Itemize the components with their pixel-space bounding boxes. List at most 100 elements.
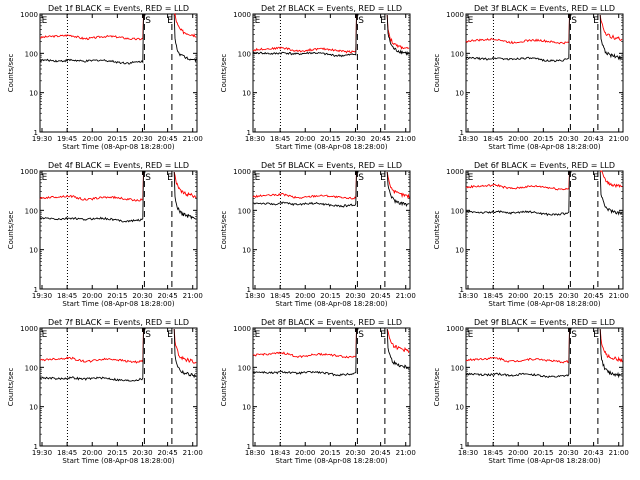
black-events-series-line — [39, 14, 197, 65]
chart-title: Det 4f BLACK = Events, RED = LLD — [48, 161, 189, 170]
chart-title: Det 5f BLACK = Events, RED = LLD — [261, 161, 402, 170]
chart-title: Det 1f BLACK = Events, RED = LLD — [48, 4, 189, 13]
y-tick-label: 1 — [460, 286, 464, 294]
x-axis-label: Start Time (08-Apr-08 18:28:00) — [62, 300, 174, 308]
marker-label: E — [593, 16, 599, 26]
red-lld-series-line — [252, 328, 410, 359]
marker-label: E — [167, 330, 173, 340]
red-lld-series-line — [252, 171, 410, 200]
marker-label: E — [167, 173, 173, 183]
x-tick-label: 20:45 — [158, 135, 178, 143]
x-tick-label: 20:43 — [584, 449, 604, 457]
chart-title: Det 6f BLACK = Events, RED = LLD — [474, 161, 615, 170]
y-tick-label: 100 — [25, 364, 38, 372]
plot-frame — [465, 170, 624, 290]
x-tick-label: 20:00 — [508, 292, 528, 300]
black-events-series-line — [252, 328, 410, 377]
chart-title: Det 3f BLACK = Events, RED = LLD — [474, 4, 615, 13]
chart-title: Det 8f BLACK = Events, RED = LLD — [261, 318, 402, 327]
y-tick-label: 1 — [34, 129, 38, 137]
plot-frame — [252, 13, 411, 133]
y-tick-label: 1000 — [20, 11, 38, 19]
black-events-series-line — [39, 328, 197, 382]
y-tick-label: 1000 — [233, 168, 251, 176]
x-tick-label: 18:30 — [245, 292, 265, 300]
x-axis-label: Start Time (08-Apr-08 18:28:00) — [62, 457, 174, 465]
y-axis-label: Counts/sec — [433, 211, 441, 250]
marker-label: E — [255, 173, 261, 183]
marker-label: E — [380, 173, 386, 183]
x-tick-label: 18:45 — [483, 449, 503, 457]
x-tick-label: 19:30 — [32, 135, 52, 143]
y-tick-label: 1000 — [446, 325, 464, 333]
y-tick-label: 10 — [242, 90, 251, 98]
marker-label: E — [42, 16, 48, 26]
red-lld-series-line — [39, 12, 197, 41]
red-lld-series-line — [465, 170, 623, 191]
x-tick-label: 21:00 — [609, 449, 629, 457]
x-tick-label: 21:00 — [609, 292, 629, 300]
y-axis-label: Counts/sec — [220, 368, 228, 407]
y-tick-label: 10 — [29, 247, 38, 255]
x-tick-label: 21:00 — [396, 135, 416, 143]
y-tick-label: 10 — [29, 404, 38, 412]
chart-panel: Det 4f BLACK = Events, RED = LLD 1 10 100 10… — [7, 161, 203, 308]
x-tick-label: 20:00 — [82, 292, 102, 300]
x-tick-label: 21:00 — [183, 292, 203, 300]
x-tick-label: 18:30 — [458, 449, 478, 457]
y-tick-label: 1 — [34, 286, 38, 294]
y-tick-label: 1000 — [446, 168, 464, 176]
plot-frame — [252, 327, 411, 447]
y-tick-label: 10 — [29, 90, 38, 98]
marker-label: E — [380, 330, 386, 340]
marker-label: S — [358, 330, 364, 340]
marker-label: S — [145, 16, 151, 26]
y-tick-label: 1000 — [233, 325, 251, 333]
y-tick-label: 100 — [451, 207, 464, 215]
black-events-series-line — [252, 171, 410, 208]
chart-panel: Det 3f BLACK = Events, RED = LLD 1 10 100 10… — [433, 4, 629, 151]
marker-label: E — [380, 16, 386, 26]
plot-frame — [39, 13, 198, 133]
x-tick-label: 18:30 — [245, 449, 265, 457]
x-tick-label: 18:45 — [270, 292, 290, 300]
x-tick-label: 19:30 — [32, 449, 52, 457]
x-tick-label: 20:00 — [295, 135, 315, 143]
y-axis-label: Counts/sec — [7, 54, 15, 93]
x-tick-label: 20:45 — [371, 292, 391, 300]
black-events-series-line — [252, 14, 410, 58]
x-tick-label: 18:45 — [483, 292, 503, 300]
x-tick-label: 20:30 — [558, 292, 578, 300]
y-tick-label: 1 — [460, 129, 464, 137]
chart-panel: Det 9f BLACK = Events, RED = LLD 1 10 100 10… — [433, 318, 629, 465]
x-tick-label: 21:00 — [609, 135, 629, 143]
marker-label: E — [42, 330, 48, 340]
x-tick-label: 18:30 — [458, 292, 478, 300]
y-tick-label: 1 — [34, 443, 38, 451]
y-tick-label: 1 — [247, 286, 251, 294]
x-tick-label: 21:00 — [396, 292, 416, 300]
marker-label: S — [571, 173, 577, 183]
x-tick-label: 21:00 — [183, 449, 203, 457]
marker-label: S — [145, 330, 151, 340]
plot-frame — [465, 327, 624, 447]
y-tick-label: 1000 — [20, 168, 38, 176]
x-tick-label: 20:30 — [345, 135, 365, 143]
red-lld-series-line — [465, 14, 623, 45]
y-tick-label: 1000 — [233, 11, 251, 19]
y-tick-label: 1000 — [446, 11, 464, 19]
plot-frame — [39, 327, 198, 447]
y-tick-label: 10 — [242, 404, 251, 412]
x-tick-label: 18:45 — [270, 135, 290, 143]
black-events-series-line — [465, 14, 623, 63]
plot-frame — [465, 13, 624, 133]
black-events-series-line — [465, 328, 623, 379]
y-tick-label: 100 — [451, 50, 464, 58]
y-axis-label: Counts/sec — [7, 211, 15, 250]
x-tick-label: 20:00 — [295, 449, 315, 457]
x-tick-label: 20:15 — [320, 449, 340, 457]
x-axis-label: Start Time (08-Apr-08 18:28:00) — [488, 300, 600, 308]
x-tick-label: 20:30 — [558, 449, 578, 457]
marker-label: E — [42, 173, 48, 183]
